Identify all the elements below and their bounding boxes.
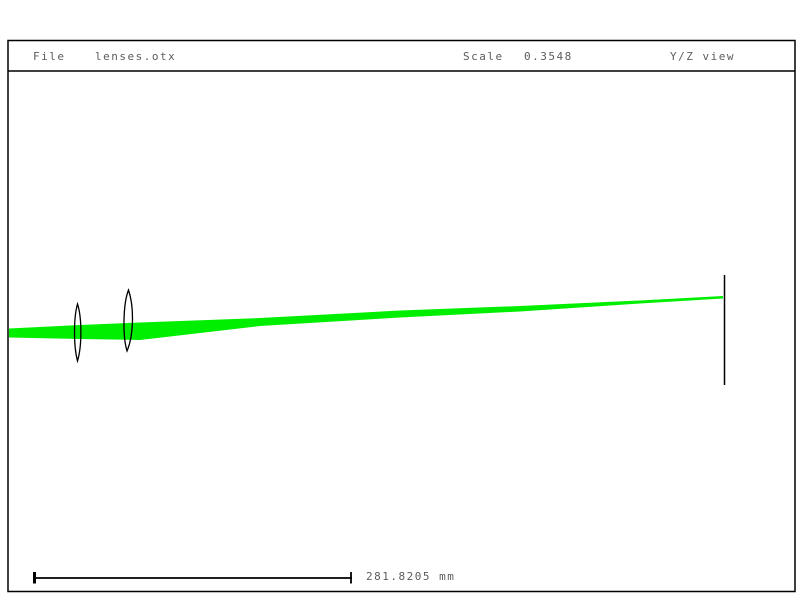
ray-bundle xyxy=(9,296,723,340)
scale-bar-label: 281.8205 mm xyxy=(366,570,456,583)
file-label: File xyxy=(33,50,66,63)
scale-bar xyxy=(33,572,352,584)
plot-frame xyxy=(7,39,796,593)
lens-1-outline xyxy=(73,301,82,364)
file-value: lenses.otx xyxy=(95,50,177,63)
scale-label: Scale xyxy=(463,50,504,63)
scale-value: 0.3548 xyxy=(524,50,573,63)
lens-2-outline xyxy=(123,288,134,353)
view-label: Y/Z view xyxy=(670,50,735,63)
